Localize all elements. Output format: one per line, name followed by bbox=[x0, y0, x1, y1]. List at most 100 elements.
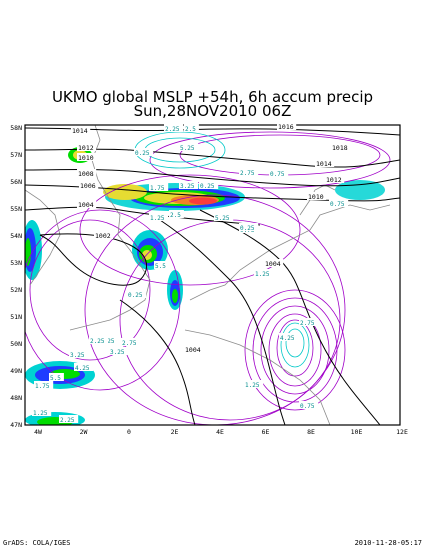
label-background bbox=[184, 124, 199, 132]
longitude-label: 2E bbox=[171, 428, 179, 436]
footer-timestamp: 2010-11-28-05:17 bbox=[354, 539, 422, 547]
precip-label: 0.75 bbox=[300, 403, 315, 410]
precip-label: 2.75 bbox=[240, 170, 255, 177]
label-background bbox=[329, 199, 349, 207]
latitude-label: 55N bbox=[10, 205, 22, 213]
label-background bbox=[149, 213, 169, 221]
precip-label: 0.25 bbox=[240, 225, 255, 232]
precip-label: 0.25 bbox=[128, 292, 143, 299]
longitude-label: 6E bbox=[262, 428, 270, 436]
label-background bbox=[277, 122, 297, 130]
isobar-label: 1004 bbox=[185, 346, 201, 354]
precip-label: 1.25 bbox=[255, 271, 270, 278]
latitude-label: 57N bbox=[10, 151, 22, 159]
label-background bbox=[299, 318, 319, 326]
label-background bbox=[134, 148, 154, 156]
precip-label: 4.25 bbox=[75, 365, 90, 372]
latitude-labels: 58N 57N 56N 55N 54N 53N 52N 51N 50N 49N 48N 47N bbox=[10, 124, 22, 429]
latitude-label: 58N bbox=[10, 124, 22, 132]
label-background bbox=[49, 373, 64, 381]
precip-label: 2.5 bbox=[170, 212, 181, 219]
label-background bbox=[79, 181, 99, 189]
precip-label: 2.75 bbox=[300, 320, 315, 327]
precip-label: 5.5 bbox=[50, 375, 61, 382]
latitude-label: 51N bbox=[10, 313, 22, 321]
isobar-label: 1010 bbox=[308, 193, 324, 201]
longitude-label: 10E bbox=[351, 428, 363, 436]
precip-contours bbox=[25, 131, 391, 425]
precip-label: 0.25 bbox=[200, 183, 215, 190]
label-background bbox=[307, 192, 327, 200]
longitude-label: 4E bbox=[216, 428, 224, 436]
longitude-label: 2W bbox=[80, 428, 88, 436]
precip-label: 3.25 bbox=[180, 183, 195, 190]
label-background bbox=[121, 338, 141, 346]
label-background bbox=[154, 261, 169, 269]
precip-label: 0.75 bbox=[270, 171, 285, 178]
longitude-label: 4W bbox=[34, 428, 42, 436]
label-background bbox=[179, 143, 199, 151]
label-background bbox=[244, 380, 264, 388]
label-background bbox=[214, 213, 234, 221]
precip-label: 2.25 bbox=[165, 126, 180, 133]
longitude-labels: 4W 2W 0 2E 4E 6E 8E 10E 12E bbox=[34, 428, 408, 436]
label-background bbox=[109, 347, 129, 355]
precip-label: 2.25 bbox=[60, 417, 75, 424]
precip-label: 3.25 bbox=[110, 349, 125, 356]
label-background bbox=[77, 200, 97, 208]
label-background bbox=[331, 143, 351, 151]
isobar-label: 1016 bbox=[278, 123, 294, 131]
latitude-label: 50N bbox=[10, 340, 22, 348]
label-background bbox=[34, 381, 54, 389]
map-title: UKMO global MSLP +54h, 6h accum precip bbox=[51, 88, 374, 106]
precip-label: 1.25 bbox=[245, 382, 260, 389]
coastlines bbox=[25, 125, 391, 425]
precip-label: 5.5 bbox=[155, 263, 166, 270]
label-background bbox=[239, 168, 259, 176]
precip-label: 1.75 bbox=[150, 185, 165, 192]
label-background bbox=[77, 153, 97, 161]
label-background bbox=[269, 169, 289, 177]
precip-label: 0.25 bbox=[135, 150, 150, 157]
isobar-label: 1014 bbox=[316, 160, 332, 168]
latitude-label: 53N bbox=[10, 259, 22, 267]
label-background bbox=[164, 124, 184, 132]
label-background bbox=[71, 126, 91, 134]
isobar-labels: 1014101210101008100610041002101610181014… bbox=[71, 122, 351, 354]
label-background bbox=[99, 336, 119, 344]
label-background bbox=[184, 345, 204, 353]
precip-label: 5.25 bbox=[180, 145, 195, 152]
map-subtitle: Sun,28NOV2010 06Z bbox=[133, 102, 292, 120]
latitude-label: 49N bbox=[10, 367, 22, 375]
label-background bbox=[169, 210, 184, 218]
label-background bbox=[179, 181, 199, 189]
longitude-label: 0 bbox=[127, 428, 131, 436]
label-background bbox=[127, 290, 147, 298]
label-background bbox=[279, 333, 299, 341]
isobar-label: 1002 bbox=[95, 232, 111, 240]
latitude-label: 47N bbox=[10, 421, 22, 429]
latitude-label: 56N bbox=[10, 178, 22, 186]
precip-field bbox=[25, 147, 385, 425]
precip-label: 1.25 bbox=[33, 410, 48, 417]
precip-label: 3.25 bbox=[70, 352, 85, 359]
longitude-label: 8E bbox=[307, 428, 315, 436]
label-background bbox=[315, 159, 335, 167]
isobar-label: 1004 bbox=[265, 260, 281, 268]
isobar-label: 1004 bbox=[78, 201, 94, 209]
longitude-label: 12E bbox=[396, 428, 408, 436]
isobar-label: 1012 bbox=[78, 144, 94, 152]
isobar-label: 1012 bbox=[326, 176, 342, 184]
label-background bbox=[32, 408, 52, 416]
latitude-label: 48N bbox=[10, 394, 22, 402]
precip-label: 1.25 bbox=[150, 215, 165, 222]
map-plot-area bbox=[25, 125, 400, 425]
precip-label: 1.75 bbox=[35, 383, 50, 390]
label-background bbox=[254, 269, 274, 277]
precip-label: 2.5 bbox=[185, 126, 196, 133]
isobar-label: 1014 bbox=[72, 127, 88, 135]
label-background bbox=[299, 401, 319, 409]
isobar-label: 1008 bbox=[78, 170, 94, 178]
latitude-label: 54N bbox=[10, 232, 22, 240]
